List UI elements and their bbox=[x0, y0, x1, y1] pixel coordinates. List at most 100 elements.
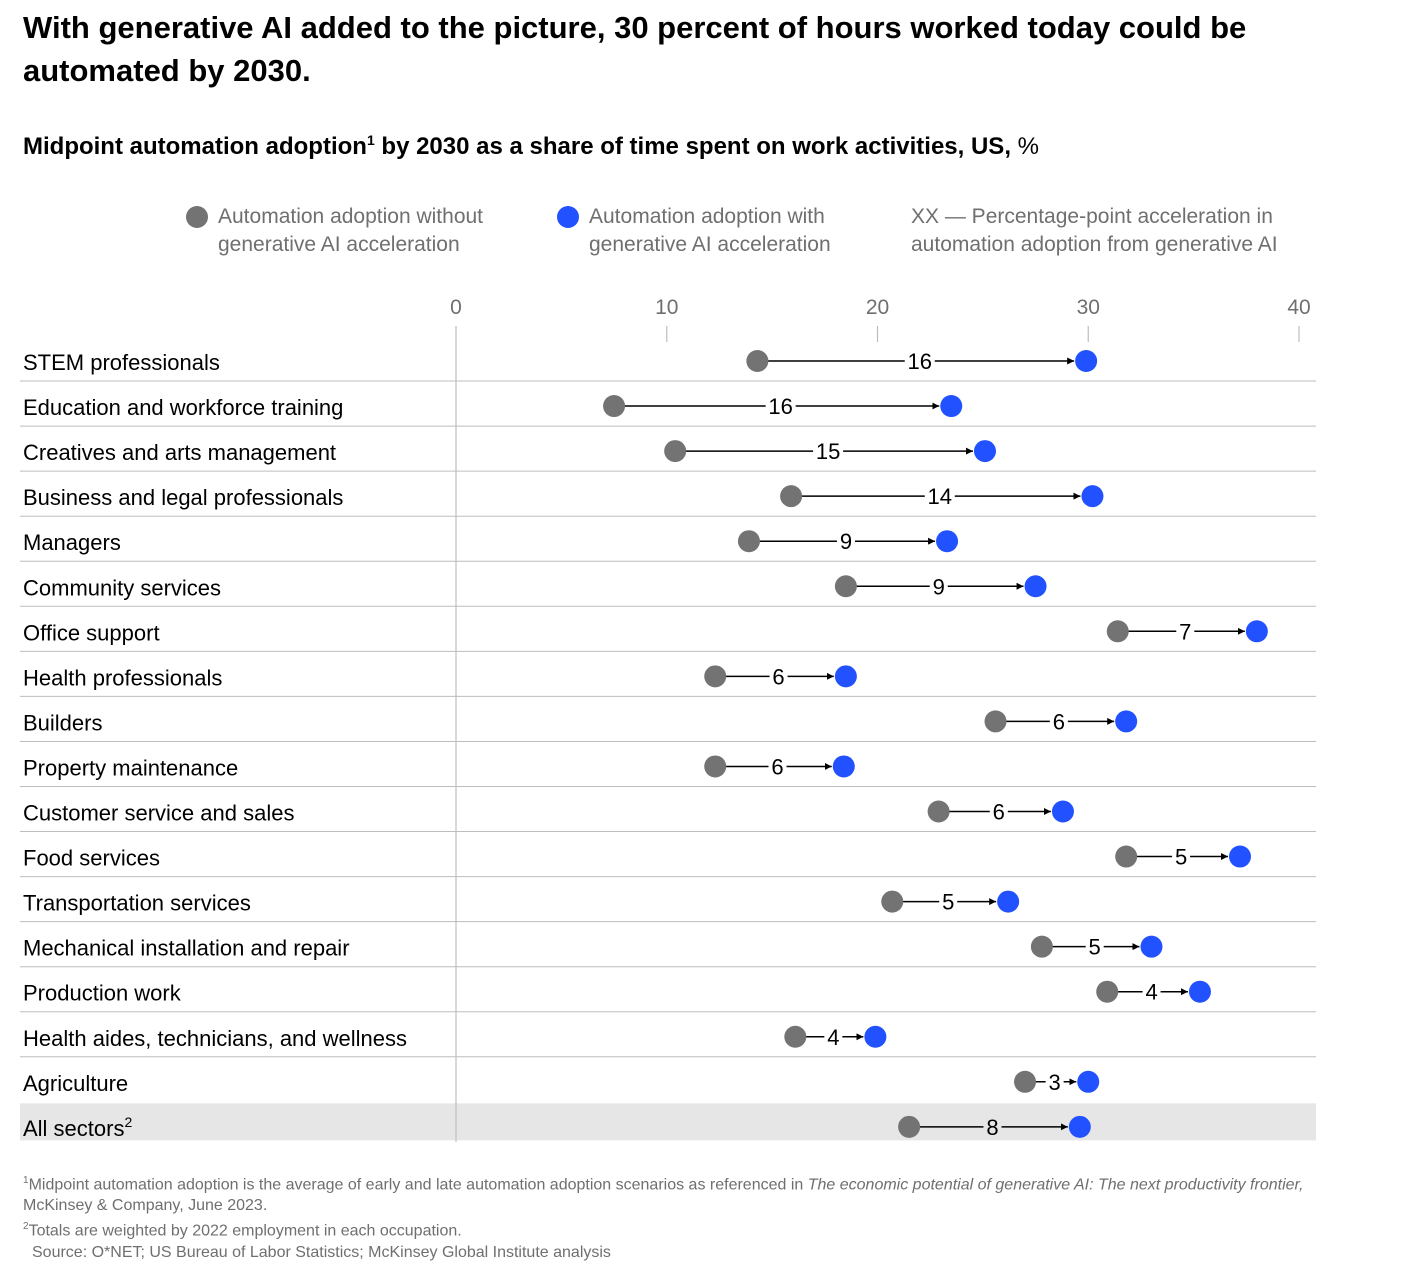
dot-without-genai bbox=[1106, 620, 1129, 643]
delta-label: 16 bbox=[768, 394, 792, 419]
delta-label: 9 bbox=[933, 574, 945, 599]
row-label: Food services bbox=[23, 846, 160, 871]
row-label: Health aides, technicians, and wellness bbox=[23, 1026, 407, 1051]
row-label-text: Managers bbox=[23, 530, 121, 555]
row-label: Office support bbox=[23, 620, 160, 645]
delta-label: 15 bbox=[816, 439, 840, 464]
delta-label-bg bbox=[1049, 709, 1068, 734]
footnote-1-text-end: McKinsey & Company, June 2023. bbox=[23, 1197, 268, 1215]
chart-row: Agriculture 3 bbox=[23, 1069, 1100, 1096]
delta-label-bg bbox=[983, 1114, 1002, 1139]
delta-label: 3 bbox=[1049, 1070, 1061, 1095]
dot-with-genai bbox=[1245, 620, 1268, 643]
chart-row: Health aides, technicians, and wellness 4 bbox=[20, 1024, 1316, 1058]
chart-row: Health professionals 6 bbox=[20, 664, 1316, 697]
row-label-text: Production work bbox=[23, 981, 182, 1006]
footnote-marker: 2 bbox=[23, 1221, 29, 1233]
delta-label: 4 bbox=[827, 1025, 839, 1050]
delta-label-bg bbox=[836, 529, 855, 554]
row-label-text: Office support bbox=[23, 620, 160, 645]
row-label-text: Education and workforce training bbox=[23, 395, 343, 420]
dot-with-genai bbox=[936, 530, 959, 553]
footnote-2-text: Totals are weighted by 2022 employment i… bbox=[28, 1222, 462, 1240]
dot-without-genai bbox=[704, 755, 727, 778]
chart-row: All sectors2 8 bbox=[23, 1114, 1091, 1141]
dot-with-genai bbox=[1077, 1070, 1100, 1093]
dot-without-genai bbox=[984, 710, 1007, 733]
row-label-text: Mechanical installation and repair bbox=[23, 936, 350, 961]
delta-label-bg bbox=[824, 1024, 843, 1049]
row-label: Production work bbox=[23, 981, 182, 1006]
row-label-text: Community services bbox=[23, 575, 221, 600]
chart-row: Customer service and sales 6 bbox=[20, 799, 1316, 833]
dot-with-genai bbox=[1081, 485, 1104, 508]
dot-without-genai bbox=[927, 800, 950, 823]
footnote-2: 2Totals are weighted by 2022 employment … bbox=[23, 1216, 1343, 1241]
dot-with-genai bbox=[1188, 980, 1211, 1003]
dot-without-genai bbox=[881, 890, 904, 913]
row-label-text: Business and legal professionals bbox=[23, 485, 343, 510]
row-label: Builders bbox=[23, 710, 102, 735]
chart-row: Office support 7 bbox=[20, 619, 1316, 652]
footnote-marker: 1 bbox=[23, 1175, 29, 1186]
delta-label: 6 bbox=[993, 800, 1005, 825]
row-label-text: Builders bbox=[23, 710, 102, 735]
dot-without-genai bbox=[780, 485, 803, 508]
delta-label: 5 bbox=[1089, 935, 1101, 960]
delta-label: 6 bbox=[1053, 709, 1065, 734]
delta-label-bg bbox=[904, 349, 935, 373]
dot-without-genai bbox=[1030, 935, 1053, 958]
x-tick-label: 0 bbox=[450, 296, 462, 319]
subtitle-rest: by 2030 as a share of time spent on work… bbox=[374, 133, 1011, 160]
highlight-row-bg bbox=[20, 1103, 1316, 1141]
row-label: Business and legal professionals bbox=[23, 485, 343, 510]
delta-label: 14 bbox=[928, 484, 952, 509]
dot-without-genai bbox=[834, 575, 857, 598]
subtitle-unit: % bbox=[1010, 133, 1039, 160]
subtitle-footnote-marker: 1 bbox=[366, 132, 375, 148]
legend-with-label: Automation adoption with generative AI a… bbox=[589, 205, 831, 256]
dot-with-genai bbox=[1068, 1115, 1091, 1138]
delta-label-bg bbox=[1176, 619, 1195, 644]
x-tick-label: 10 bbox=[655, 296, 678, 319]
dot-with-genai bbox=[1115, 710, 1138, 733]
chart-row: Creatives and arts management 15 bbox=[20, 439, 1316, 472]
dot-with-genai bbox=[997, 890, 1020, 913]
chart-row: Mechanical installation and repair 5 bbox=[20, 934, 1316, 968]
row-label-text: Creatives and arts management bbox=[23, 440, 336, 465]
chart-row: STEM professionals 16 bbox=[20, 349, 1316, 382]
footnotes: 1Midpoint automation adoption is the ave… bbox=[23, 1170, 1343, 1263]
row-label: Creatives and arts management bbox=[23, 440, 336, 465]
dot-with-genai bbox=[1024, 575, 1047, 598]
chart-row: Production work 4 bbox=[20, 979, 1316, 1013]
delta-label: 16 bbox=[908, 349, 932, 374]
row-label-text: Agriculture bbox=[23, 1071, 128, 1096]
delta-label-bg bbox=[765, 394, 796, 419]
chart-row: Food services 5 bbox=[20, 844, 1316, 878]
dot-with-genai bbox=[1228, 845, 1251, 868]
dot-without-genai bbox=[746, 350, 769, 372]
row-label: Transportation services bbox=[23, 891, 251, 916]
dot-without-genai bbox=[664, 440, 687, 463]
delta-label: 9 bbox=[840, 529, 852, 554]
chart-row: Transportation services 5 bbox=[20, 889, 1316, 923]
dot-without-genai bbox=[603, 395, 626, 418]
x-tick-label: 30 bbox=[1077, 296, 1100, 319]
delta-label: 4 bbox=[1145, 980, 1157, 1005]
delta-label-bg bbox=[1045, 1069, 1064, 1094]
delta-label-bg bbox=[924, 484, 955, 509]
delta-label: 6 bbox=[772, 664, 784, 689]
legend-xx: XX — Percentage-point acceleration in au… bbox=[911, 205, 1278, 256]
delta-label-bg bbox=[939, 889, 958, 914]
row-label: Education and workforce training bbox=[23, 395, 343, 420]
delta-label-bg bbox=[768, 754, 787, 779]
dot-without-genai bbox=[737, 530, 760, 553]
dot-without-genai bbox=[1115, 845, 1138, 868]
delta-label-bg bbox=[929, 574, 948, 599]
row-label: Property maintenance bbox=[23, 755, 238, 780]
dot-with-genai bbox=[1051, 800, 1074, 823]
footnote-1-text: Midpoint automation adoption is the aver… bbox=[28, 1176, 808, 1194]
x-tick-label: 20 bbox=[866, 296, 889, 319]
delta-label: 5 bbox=[1175, 845, 1187, 870]
row-label-text: Food services bbox=[23, 846, 160, 871]
